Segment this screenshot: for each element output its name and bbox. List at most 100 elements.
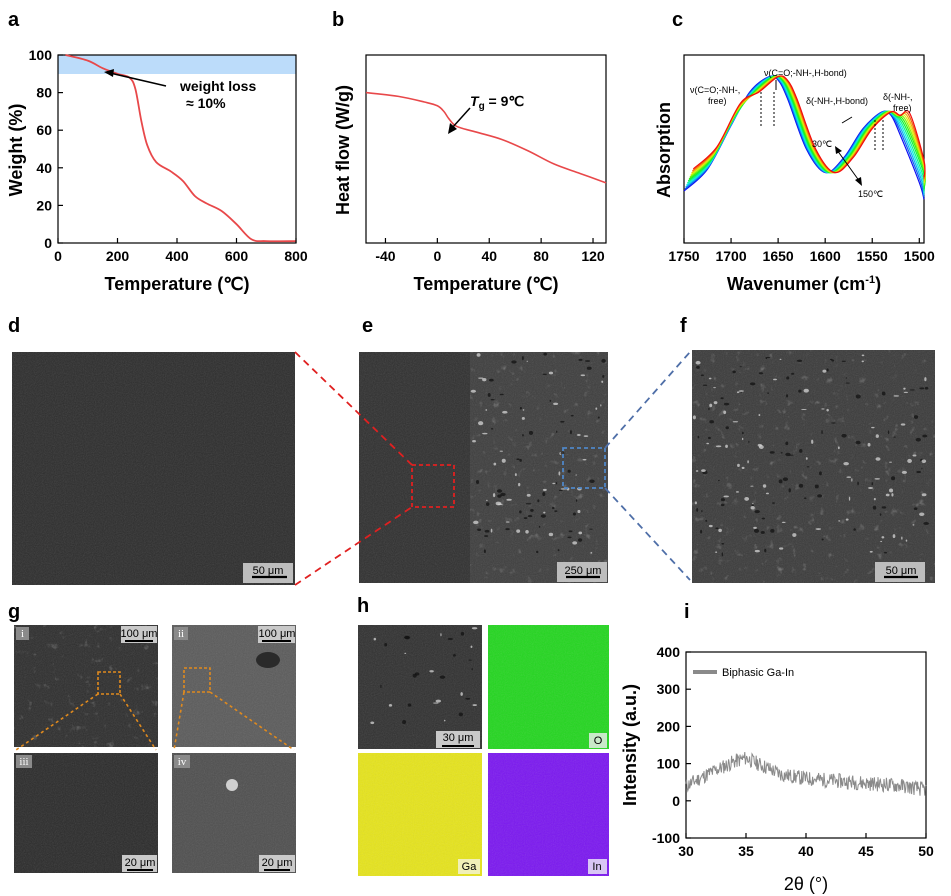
a-ytick-label: 20: [36, 197, 52, 213]
sem-particle: [552, 507, 555, 509]
sem-particle: [459, 712, 463, 716]
sem-particle: [870, 551, 873, 553]
sem-particle: [755, 550, 760, 552]
sem-particle: [389, 704, 392, 707]
sem-particle: [916, 471, 921, 473]
sem-particle: [465, 698, 470, 700]
sem-particle: [578, 359, 582, 361]
sem-particle: [871, 427, 874, 428]
sem-particle: [556, 431, 557, 433]
sem-particle: [404, 653, 406, 654]
panel-label-h: h: [357, 595, 369, 617]
sem-particle: [720, 397, 723, 399]
sem-particle: [842, 361, 846, 362]
sem-particle: [539, 526, 541, 528]
i-xtick-label: 45: [858, 843, 874, 859]
sem-particle: [526, 503, 531, 504]
sem-particle: [752, 504, 754, 506]
sem-particle: [491, 529, 493, 533]
sem-particle: [482, 433, 487, 435]
sem-particle: [701, 510, 702, 512]
sem-particle: [500, 394, 504, 395]
sem-particle: [698, 436, 700, 439]
sem-particle: [590, 552, 592, 554]
sem-particle: [543, 512, 545, 514]
sem-particle: [791, 373, 794, 375]
sem-particle: [472, 627, 477, 629]
i-ytick-label: 300: [657, 681, 681, 697]
sem-particle: [558, 471, 560, 475]
panel-d-sem-image: 50 μm: [12, 352, 295, 585]
sem-particle: [575, 474, 577, 475]
sem-particle: [520, 407, 522, 410]
sem-particle: [903, 388, 905, 390]
sem-particle: [429, 670, 434, 672]
label-30c: 30℃: [812, 139, 832, 149]
sem-particle: [789, 488, 791, 492]
sem-particle: [880, 513, 882, 515]
y-axis-label-a: Weight (%): [6, 104, 26, 197]
sem-particle: [496, 502, 502, 506]
sem-particle: [436, 700, 441, 703]
i-ytick-label: 100: [657, 756, 681, 772]
sem-particle: [522, 417, 525, 420]
sem-particle: [838, 446, 840, 449]
sem-particle: [523, 409, 525, 410]
sem-particle: [786, 376, 789, 379]
sem-particle: [476, 480, 479, 484]
sem-particle: [799, 449, 802, 453]
a-ytick-label: 80: [36, 85, 52, 101]
sem-particle: [589, 529, 593, 530]
sem-particle: [767, 392, 769, 393]
sem-particle: [700, 530, 702, 534]
sem-particle: [444, 720, 445, 722]
sem-particle: [819, 471, 822, 475]
sem-particle: [758, 414, 760, 416]
sem-particle: [560, 421, 564, 423]
sem-particle: [549, 533, 553, 536]
sem-particle: [922, 435, 927, 438]
sem-particle: [762, 518, 765, 520]
panel-label-b: b: [332, 9, 344, 31]
sem-particle: [868, 487, 873, 489]
sem-particle: [493, 463, 496, 466]
sem-particle: [708, 437, 711, 439]
sem-particle: [914, 415, 918, 419]
sem-particle: [404, 636, 410, 639]
sem-particle: [528, 515, 532, 517]
weight-loss-band: [58, 55, 296, 74]
connector-blue-top: [605, 352, 690, 448]
sem-particle: [511, 360, 516, 363]
sem-particle: [904, 392, 908, 393]
sem-particle: [827, 368, 829, 371]
sem-particle: [751, 506, 755, 510]
sem-particle: [529, 431, 533, 435]
annotation-arrow-a: [110, 73, 166, 86]
sem-particle: [821, 408, 824, 409]
sem-particle: [779, 547, 783, 549]
sem-particle: [925, 387, 928, 390]
sem-particle: [515, 473, 517, 476]
sem-particle: [709, 525, 713, 527]
sem-particle: [556, 482, 557, 484]
sem-particle: [798, 390, 801, 393]
sem-particle: [543, 374, 547, 375]
sem-particle: [695, 501, 697, 504]
x-axis-label-i: 2θ (°): [784, 874, 828, 894]
sem-particle: [894, 395, 899, 396]
sem-particle: [522, 356, 524, 360]
sem-particle: [804, 389, 809, 393]
panel-c-ftir-chart: ν(C=O;-NH-, free) ν(C=O;-NH-,H-bond) δ(-…: [654, 55, 935, 294]
sem-particle: [846, 519, 849, 521]
sem-particle: [922, 493, 927, 496]
i-xtick-label: 40: [798, 843, 814, 859]
sem-particle: [723, 495, 728, 497]
c-xtick-label: 1750: [668, 248, 699, 264]
sem-particle: [872, 482, 873, 485]
sem-particle: [742, 438, 743, 440]
legend-label: Biphasic Ga-In: [722, 667, 794, 679]
panel-label-g: g: [8, 601, 20, 623]
a-xtick-label: 200: [106, 248, 130, 264]
sem-particle: [761, 531, 765, 534]
label-150c: 150℃: [858, 189, 883, 199]
